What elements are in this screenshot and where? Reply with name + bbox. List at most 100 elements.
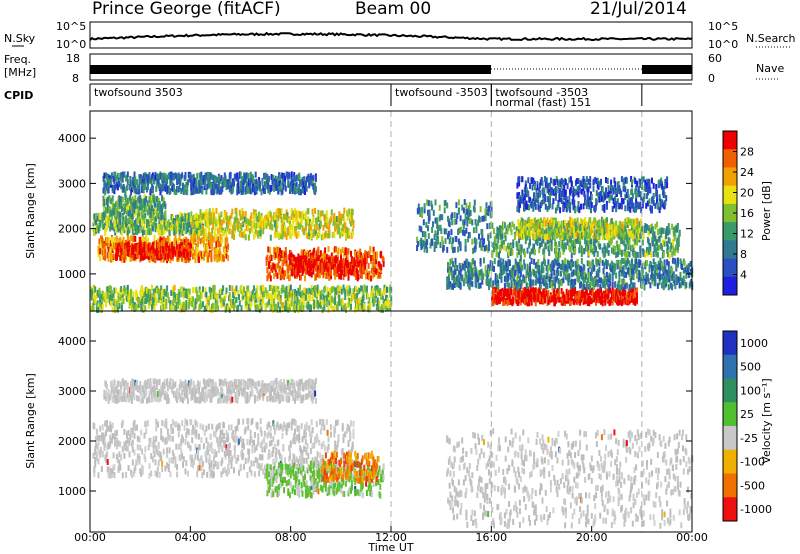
power-cell <box>605 288 608 295</box>
power-cell <box>332 263 335 270</box>
power-cell <box>620 294 623 301</box>
power-cell <box>275 232 278 238</box>
power-cell <box>628 251 631 258</box>
power-cell <box>157 197 160 204</box>
power-cell <box>224 227 227 234</box>
power-cell <box>165 182 168 189</box>
power-cell <box>537 296 540 303</box>
power-cell <box>123 171 126 178</box>
power-cell <box>546 269 549 276</box>
power-cell <box>502 258 505 265</box>
power-cell <box>287 271 290 278</box>
power-cell <box>579 292 582 299</box>
power-cell <box>162 172 165 179</box>
power-cell <box>309 227 312 234</box>
power-cell <box>145 177 148 184</box>
power-cell <box>238 209 241 216</box>
power-cell <box>161 195 164 202</box>
power-cell <box>564 257 567 264</box>
power-cell <box>363 258 366 265</box>
power-cell <box>110 214 113 221</box>
power-cell <box>345 226 348 233</box>
power-cell <box>103 243 106 250</box>
power-cell <box>208 175 211 182</box>
power-cell <box>253 189 256 196</box>
power-cell <box>254 171 257 178</box>
power-cell <box>177 214 179 221</box>
power-cell <box>136 179 138 186</box>
power-cell <box>678 229 681 236</box>
power-cell <box>113 178 116 185</box>
power-cell <box>210 249 213 256</box>
power-cell <box>546 283 549 290</box>
power-cell <box>99 248 102 255</box>
cpid-panel: CPID twofsound 3503 twofsound -3503 twofso… <box>4 83 692 109</box>
power-cell <box>288 254 291 261</box>
power-cell <box>310 175 313 182</box>
freq-label-1: Freq. <box>4 53 31 66</box>
power-cell <box>187 238 189 245</box>
power-cell <box>284 181 286 188</box>
power-cell <box>204 227 207 234</box>
power-cell <box>513 223 516 230</box>
power-cells <box>90 171 694 314</box>
power-cell <box>337 247 340 254</box>
power-cell <box>289 223 292 230</box>
power-cell <box>306 268 309 275</box>
power-cell <box>275 226 278 233</box>
power-cell <box>99 243 102 250</box>
power-cell <box>195 181 198 188</box>
power-cell <box>147 223 150 230</box>
power-cell <box>346 254 349 261</box>
power-cell <box>609 287 612 294</box>
power-cell <box>102 187 105 194</box>
power-cell <box>104 211 107 217</box>
power-cell <box>109 224 112 231</box>
power-cell <box>339 260 342 267</box>
power-cell <box>269 264 272 271</box>
power-cell <box>145 206 148 212</box>
power-cell <box>295 256 298 263</box>
power-cell <box>200 230 203 236</box>
power-cell <box>539 283 542 290</box>
power-cell <box>550 272 553 279</box>
power-cell <box>335 257 338 264</box>
power-cell <box>270 255 273 261</box>
power-cell <box>310 255 313 262</box>
power-cell <box>222 246 225 253</box>
power-cell <box>168 172 171 178</box>
power-cell <box>296 216 299 222</box>
power-cell <box>265 222 268 229</box>
freq-left-tick-bottom: 8 <box>72 72 79 85</box>
power-cell <box>324 221 327 228</box>
power-cell <box>208 231 211 238</box>
power-cell <box>173 246 176 253</box>
power-cell <box>616 299 619 306</box>
power-cell <box>459 282 462 289</box>
power-cell <box>217 255 220 262</box>
power-cell <box>213 255 216 262</box>
power-cell <box>95 216 97 223</box>
power-cell <box>249 220 252 227</box>
power-cell <box>284 214 287 221</box>
power-cell <box>118 181 121 188</box>
power-cell <box>291 229 294 236</box>
power-cell <box>202 225 204 232</box>
power-cell <box>289 259 291 265</box>
power-cell <box>140 226 143 233</box>
power-cell <box>279 174 281 181</box>
power-cell <box>497 237 500 244</box>
power-cell <box>166 242 169 249</box>
power-cell <box>312 216 315 223</box>
power-cell <box>173 230 176 236</box>
power-cell <box>222 229 225 236</box>
power-cell <box>200 171 203 178</box>
power-cell <box>131 244 134 251</box>
power-cell <box>276 184 279 191</box>
power-cell <box>492 280 495 287</box>
power-cell <box>298 184 301 190</box>
power-cell <box>102 253 105 260</box>
power-cell <box>110 254 113 261</box>
power-cell <box>559 270 562 277</box>
power-cell <box>285 233 288 240</box>
